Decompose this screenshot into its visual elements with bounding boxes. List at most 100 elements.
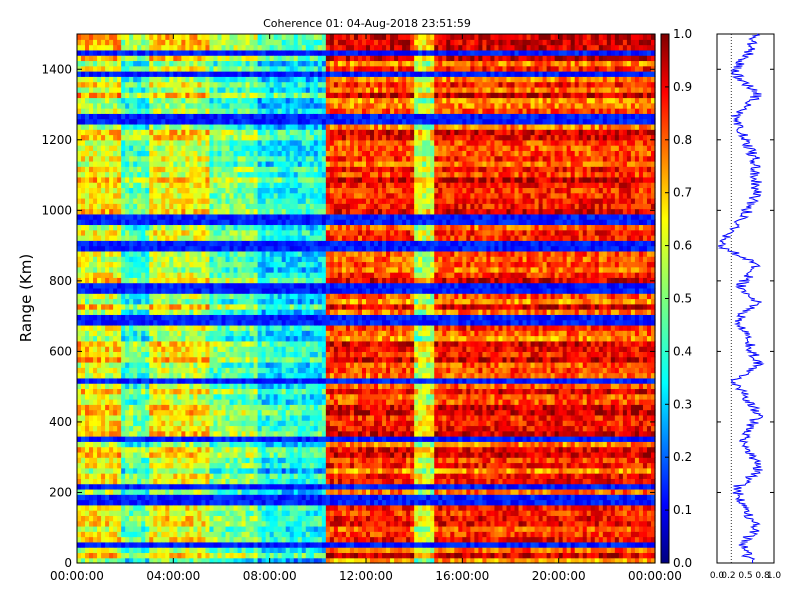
heatmap-cell	[185, 287, 190, 294]
heatmap-cell	[125, 245, 130, 252]
heatmap-cell	[113, 377, 118, 384]
heatmap-cell	[269, 557, 275, 564]
heatmap-cell	[161, 298, 166, 305]
heatmap-cell	[193, 303, 199, 310]
heatmap-cell	[149, 213, 154, 220]
heatmap-cell	[81, 171, 86, 178]
heatmap-cell	[85, 404, 90, 411]
heatmap-cell	[201, 293, 207, 300]
heatmap-cell	[121, 171, 126, 178]
heatmap-cell	[221, 541, 227, 548]
heatmap-cell	[157, 60, 162, 67]
heatmap-cell	[193, 462, 199, 469]
heatmap-cell	[233, 266, 239, 273]
heatmap-cell	[105, 319, 110, 326]
heatmap-cell	[233, 76, 239, 83]
heatmap-cell	[169, 118, 174, 125]
heatmap-cell	[193, 261, 199, 268]
heatmap-cell	[205, 525, 211, 532]
heatmap-cell	[105, 547, 110, 554]
heatmap-cell	[201, 314, 207, 321]
heatmap-cell	[205, 118, 211, 125]
heatmap-cell	[161, 404, 166, 411]
heatmap-cell	[193, 367, 199, 374]
heatmap-cell	[197, 224, 203, 231]
heatmap-cell	[89, 372, 94, 379]
heatmap-cell	[233, 256, 239, 263]
heatmap-cell	[201, 499, 207, 506]
heatmap-cell	[229, 166, 235, 173]
heatmap-cell	[105, 383, 110, 390]
heatmap-cell	[157, 451, 162, 458]
heatmap-cell	[177, 409, 182, 416]
heatmap-cell	[229, 488, 235, 495]
heatmap-cell	[269, 409, 275, 416]
heatmap-cell	[173, 44, 178, 51]
heatmap-cell	[273, 314, 279, 321]
heatmap-cell	[89, 102, 94, 109]
heatmap-cell	[173, 272, 178, 278]
heatmap-cell	[101, 245, 106, 252]
heatmap-cell	[153, 145, 158, 151]
heatmap-cell	[121, 287, 126, 294]
heatmap-cell	[93, 97, 98, 104]
heatmap-cell	[253, 510, 259, 516]
heatmap-cell	[253, 256, 259, 263]
heatmap-cell	[213, 49, 219, 56]
heatmap-cell	[273, 488, 279, 495]
heatmap-cell	[197, 414, 203, 421]
heatmap-cell	[229, 224, 235, 231]
heatmap-cell	[265, 557, 271, 564]
heatmap-cell	[137, 309, 142, 315]
heatmap-cell	[209, 197, 215, 204]
heatmap-cell	[141, 314, 146, 321]
heatmap-cell	[93, 55, 98, 62]
heatmap-cell	[233, 145, 239, 151]
heatmap-cell	[221, 504, 227, 511]
heatmap-cell	[157, 34, 162, 40]
heatmap-cell	[153, 393, 158, 400]
heatmap-cell	[133, 97, 138, 104]
heatmap-cell	[245, 65, 251, 72]
heatmap-cell	[177, 39, 182, 46]
heatmap-cell	[221, 531, 227, 538]
heatmap-cell	[93, 187, 98, 194]
heatmap-cell	[85, 39, 90, 46]
heatmap-cell	[213, 208, 219, 215]
heatmap-cell	[165, 123, 170, 130]
heatmap-cell	[85, 451, 90, 458]
heatmap-cell	[125, 441, 130, 448]
heatmap-cell	[197, 108, 203, 114]
heatmap-cell	[229, 113, 235, 120]
heatmap-cell	[77, 436, 82, 442]
heatmap-cell	[97, 330, 102, 337]
heatmap-cell	[193, 282, 199, 289]
heatmap-cell	[193, 451, 199, 458]
heatmap-cell	[269, 208, 275, 215]
heatmap-cell	[189, 340, 194, 347]
heatmap-cell	[157, 319, 162, 326]
heatmap-cell	[189, 515, 194, 522]
heatmap-cell	[109, 102, 114, 109]
heatmap-cell	[101, 92, 106, 99]
heatmap-cell	[217, 451, 223, 458]
heatmap-cell	[253, 488, 259, 495]
heatmap-cell	[221, 277, 227, 284]
heatmap-cell	[257, 129, 263, 136]
heatmap-cell	[121, 536, 126, 543]
heatmap-cell	[253, 277, 259, 284]
heatmap-cell	[217, 361, 223, 368]
heatmap-cell	[269, 102, 275, 109]
heatmap-cell	[173, 510, 178, 516]
heatmap-cell	[245, 293, 251, 300]
heatmap-cell	[205, 531, 211, 538]
heatmap-cell	[113, 547, 118, 554]
heatmap-cell	[257, 409, 263, 416]
heatmap-cell	[237, 129, 243, 136]
heatmap-cell	[261, 361, 267, 368]
heatmap-cell	[101, 229, 106, 236]
heatmap-cell	[97, 399, 102, 405]
heatmap-cell	[221, 303, 227, 310]
heatmap-cell	[133, 457, 138, 464]
heatmap-cell	[89, 208, 94, 215]
